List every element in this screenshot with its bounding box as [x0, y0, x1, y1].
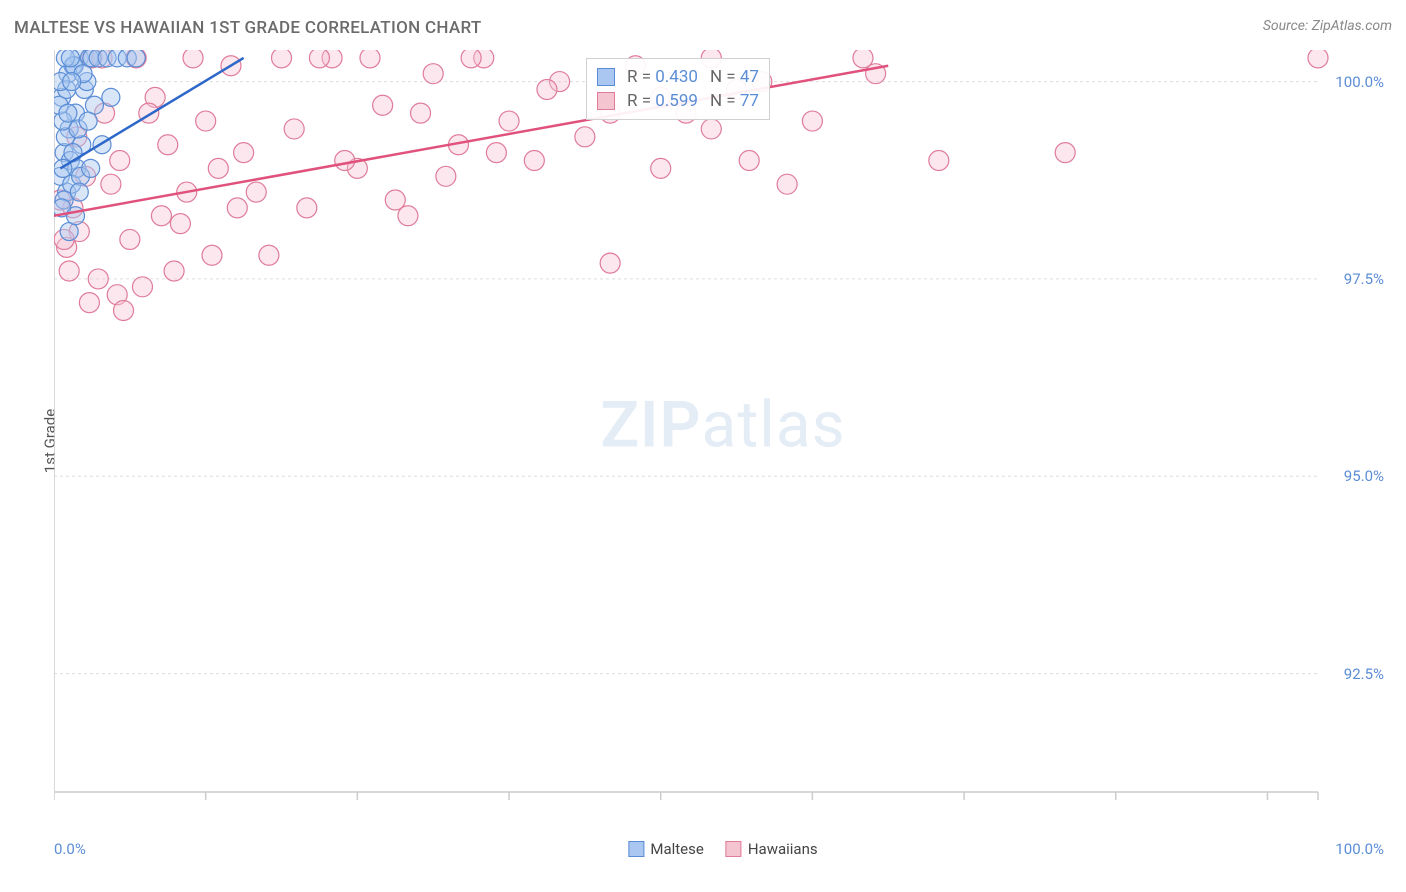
correlation-stats-box: R = 0.430N = 47R = 0.599N = 77 — [586, 58, 770, 120]
x-axis-min-label: 0.0% — [54, 840, 86, 858]
legend-swatch — [726, 841, 742, 857]
legend: Maltese Hawaiians — [628, 840, 817, 858]
series-swatch — [597, 68, 615, 86]
legend-label: Hawaiians — [748, 840, 818, 858]
series-swatch — [597, 92, 615, 110]
legend-item: Maltese — [628, 840, 703, 858]
scatter-plot — [54, 50, 1392, 832]
y-tick-label: 92.5% — [1344, 665, 1384, 683]
legend-label: Maltese — [650, 840, 703, 858]
y-tick-label: 95.0% — [1344, 467, 1384, 485]
chart-title: MALTESE VS HAWAIIAN 1ST GRADE CORRELATIO… — [14, 18, 482, 38]
x-axis-max-label: 100.0% — [1335, 840, 1384, 858]
y-tick-label: 100.0% — [1335, 73, 1384, 91]
y-tick-label: 97.5% — [1344, 270, 1384, 288]
legend-swatch — [628, 841, 644, 857]
chart-container: 1st Grade ZIPatlas R = 0.430N = 47R = 0.… — [54, 50, 1392, 832]
legend-item: Hawaiians — [726, 840, 818, 858]
stats-row: R = 0.599N = 77 — [597, 89, 759, 113]
stats-row: R = 0.430N = 47 — [597, 65, 759, 89]
source-attribution: Source: ZipAtlas.com — [1263, 18, 1392, 34]
